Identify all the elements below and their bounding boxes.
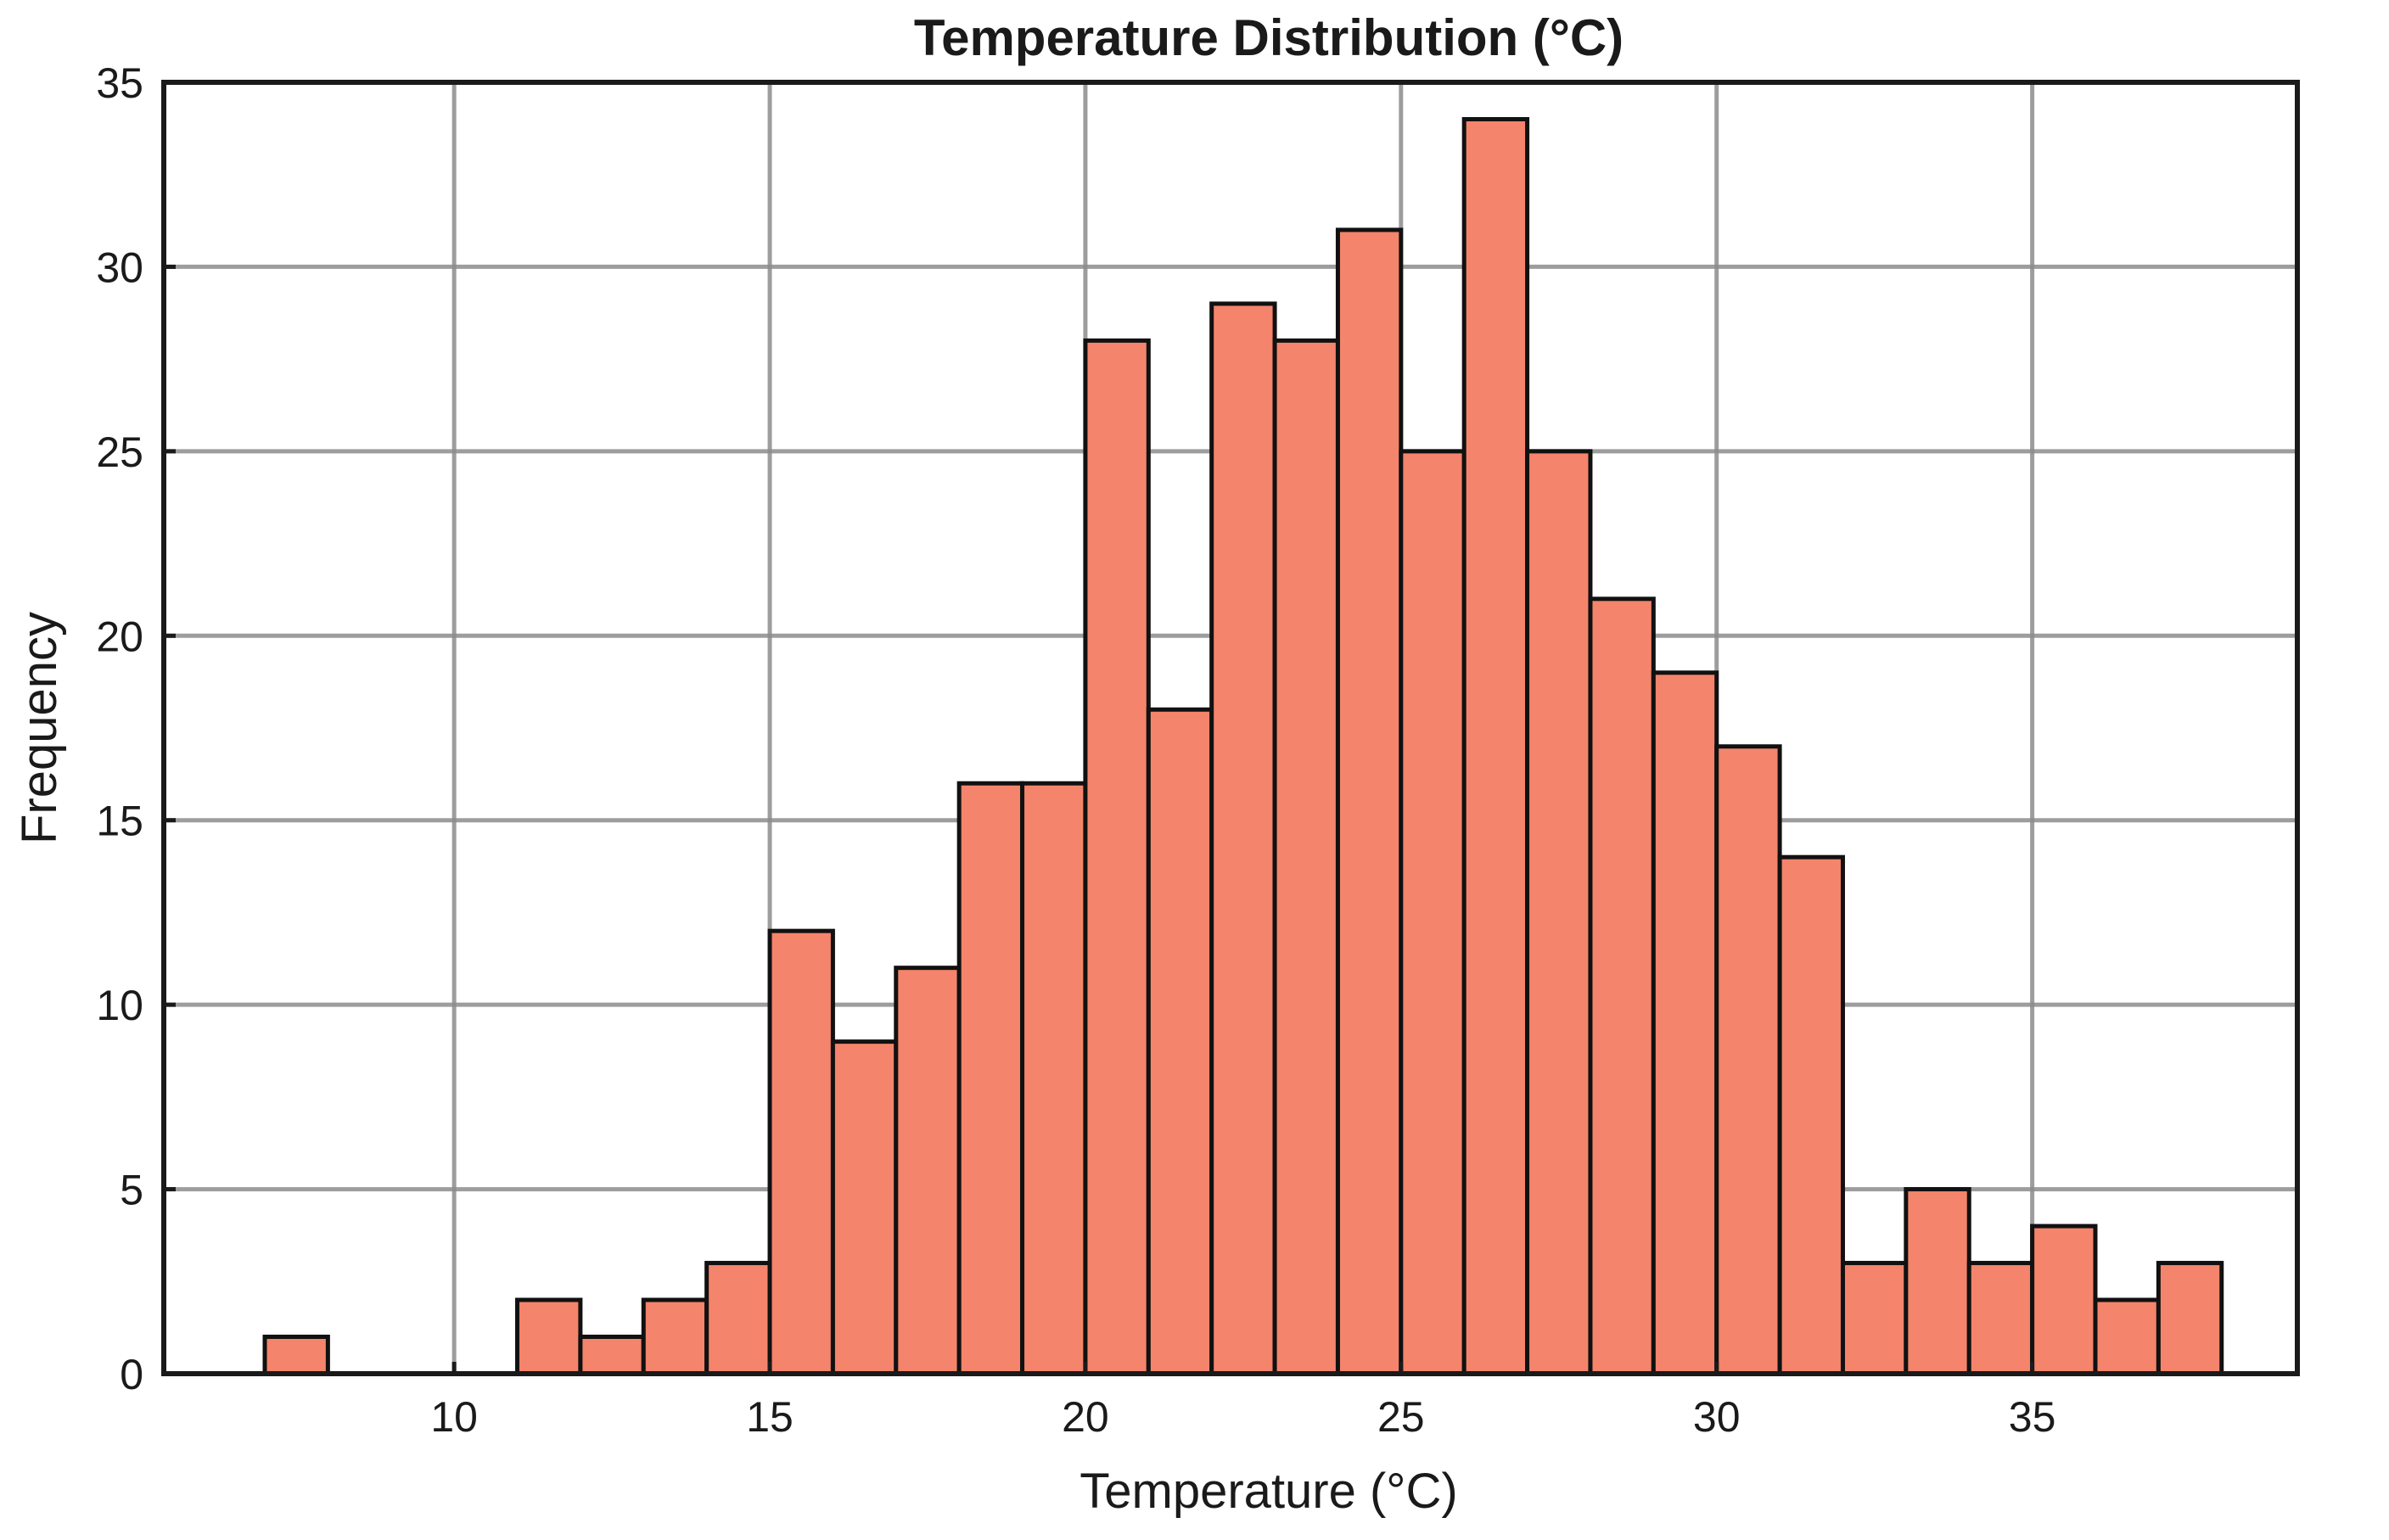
histogram-bar-15 <box>1209 301 1277 1376</box>
y-tick-label: 20 <box>96 613 143 660</box>
histogram-bar-0 <box>262 1335 330 1376</box>
x-tick-label: 20 <box>1062 1393 1109 1441</box>
histogram-bar-20 <box>1525 449 1593 1376</box>
histogram-bar-6 <box>641 1297 709 1376</box>
histogram-bar-28 <box>2030 1224 2098 1376</box>
histogram-bar-22 <box>1651 670 1719 1376</box>
histogram-bar-27 <box>1966 1261 2035 1376</box>
y-tick-label: 25 <box>96 428 143 476</box>
x-tick-label: 10 <box>430 1393 478 1441</box>
histogram-bar-17 <box>1335 227 1404 1376</box>
histogram-bar-12 <box>1020 781 1088 1376</box>
bars <box>262 116 2224 1376</box>
histogram-bar-5 <box>578 1335 646 1376</box>
histogram-bar-8 <box>767 928 835 1376</box>
histogram-bar-14 <box>1146 707 1214 1376</box>
histogram-bar-29 <box>2093 1297 2161 1376</box>
y-axis-label: Frequency <box>12 612 67 844</box>
histogram-bar-19 <box>1461 116 1530 1376</box>
x-tick-label: 15 <box>746 1393 794 1441</box>
histogram-bar-11 <box>956 781 1025 1376</box>
y-tick-label: 15 <box>96 798 143 845</box>
x-tick-label: 25 <box>1377 1393 1425 1441</box>
y-tick-label: 10 <box>96 982 143 1029</box>
histogram-bar-10 <box>894 966 962 1376</box>
histogram-bar-18 <box>1399 449 1466 1376</box>
plot-frame <box>161 80 2300 1376</box>
histogram-bar-23 <box>1714 744 1782 1376</box>
y-tick-label: 5 <box>120 1167 143 1214</box>
histogram-bar-24 <box>1777 854 1845 1376</box>
y-tick-label: 35 <box>96 59 143 107</box>
histogram-bar-4 <box>515 1297 583 1376</box>
histogram-bar-21 <box>1588 596 1656 1376</box>
y-tick-label: 30 <box>96 244 143 291</box>
histogram-bar-9 <box>830 1039 899 1376</box>
histogram-bar-25 <box>1840 1261 1909 1376</box>
axis-ticks: 10 15 20 25 30 35 0 5 10 15 20 25 30 35 <box>96 59 2055 1441</box>
histogram-bar-30 <box>2156 1261 2224 1376</box>
histogram-bar-7 <box>704 1261 772 1376</box>
x-tick-label: 30 <box>1693 1393 1741 1441</box>
histogram-bar-13 <box>1083 338 1151 1376</box>
chart-title: Temperature Distribution (°C) <box>914 9 1624 66</box>
histogram-bar-26 <box>1904 1187 1971 1376</box>
histogram-bar-16 <box>1272 338 1340 1376</box>
y-tick-label: 0 <box>120 1351 143 1398</box>
x-tick-label: 35 <box>2009 1393 2056 1441</box>
x-axis-label: Temperature (°C) <box>1080 1464 1457 1519</box>
